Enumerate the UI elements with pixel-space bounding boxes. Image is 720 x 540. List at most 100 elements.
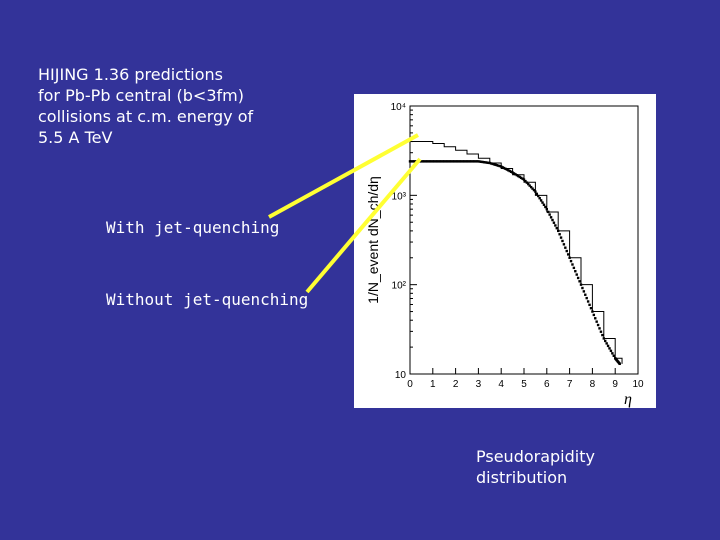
- series-without-jet-quenching-point: [542, 203, 546, 206]
- series-without-jet-quenching-point: [548, 213, 551, 216]
- series-without-jet-quenching-point: [477, 160, 480, 163]
- series-without-jet-quenching-point: [596, 323, 600, 327]
- series-without-jet-quenching-point: [595, 320, 598, 323]
- series-without-jet-quenching-point: [612, 354, 615, 357]
- series-without-jet-quenching-point: [497, 164, 500, 167]
- series-without-jet-quenching-point: [529, 185, 533, 189]
- series-without-jet-quenching-point: [561, 239, 564, 243]
- x-tick-label: 1: [430, 379, 436, 390]
- series-without-jet-quenching-point: [531, 187, 534, 190]
- series-without-jet-quenching-point: [464, 160, 467, 163]
- x-tick-label: 8: [590, 379, 596, 390]
- series-without-jet-quenching-point: [478, 160, 482, 163]
- series-without-jet-quenching-point: [460, 160, 463, 163]
- series-without-jet-quenching-point: [434, 160, 437, 163]
- series-without-jet-quenching-point: [601, 333, 604, 337]
- series-without-jet-quenching-point: [588, 303, 591, 307]
- series-without-jet-quenching-point: [492, 163, 496, 166]
- series-without-jet-quenching-point: [480, 160, 483, 163]
- series-without-jet-quenching-point: [430, 160, 433, 163]
- series-without-jet-quenching-point: [441, 160, 444, 163]
- series-without-jet-quenching-point: [518, 175, 521, 179]
- pseudorapidity-chart: 0 1 2 3 4 5 6 7 8 9 10 10 10² 10³ 10⁴ 1/N_event dN_ch/d…: [365, 102, 644, 408]
- series-without-jet-quenching-point: [488, 161, 491, 165]
- x-tick-label: 4: [498, 379, 504, 390]
- series-without-jet-quenching-point: [564, 246, 567, 249]
- x-tick-label: 5: [521, 379, 527, 390]
- with-jet-quenching-label: With jet-quenching: [106, 218, 280, 237]
- series-without-jet-quenching-point: [558, 233, 561, 236]
- series-without-jet-quenching-point: [482, 160, 486, 164]
- series-without-jet-quenching-point: [527, 182, 530, 186]
- series-without-jet-quenching-point: [438, 160, 442, 163]
- series-without-jet-quenching-point: [445, 160, 449, 163]
- series-without-jet-quenching-point: [544, 205, 547, 209]
- series-without-jet-quenching-point: [578, 280, 581, 283]
- series-without-jet-quenching-point: [585, 296, 588, 300]
- series-without-jet-quenching-point: [562, 243, 566, 246]
- series-without-jet-quenching-point: [618, 362, 621, 366]
- series-without-jet-quenching-point: [557, 229, 560, 233]
- series-without-jet-quenching-point: [598, 327, 601, 330]
- series-without-jet-quenching-point: [555, 226, 558, 230]
- series-without-jet-quenching-point: [440, 160, 443, 163]
- series-without-jet-quenching-point: [421, 160, 425, 163]
- chart-panel: 0 1 2 3 4 5 6 7 8 9 10 10 10² 10³ 10⁴ 1/N_event dN_ch/d…: [354, 94, 656, 408]
- series-without-jet-quenching-point: [538, 197, 541, 200]
- series-without-jet-quenching-point: [541, 201, 544, 204]
- series-without-jet-quenching-point: [599, 330, 603, 333]
- series-without-jet-quenching-point: [451, 160, 454, 163]
- series-without-jet-quenching-point: [470, 160, 473, 163]
- y-tick-label: 10⁴: [391, 102, 406, 113]
- series-without-jet-quenching-point: [515, 173, 519, 177]
- series-without-jet-quenching-point: [494, 163, 497, 166]
- y-axis-label: 1/N_event dN_ch/dη: [365, 176, 381, 304]
- series-without-jet-quenching-point: [491, 162, 494, 166]
- series-without-jet-quenching-point: [611, 352, 614, 355]
- series-without-jet-quenching-point: [498, 164, 501, 168]
- series-without-jet-quenching-point: [424, 160, 427, 163]
- series-without-jet-quenching-point: [433, 160, 436, 163]
- series-without-jet-quenching-point: [584, 293, 587, 296]
- series-without-jet-quenching-point: [592, 313, 596, 317]
- series-without-jet-quenching-point: [448, 160, 452, 163]
- series-without-jet-quenching-point: [517, 174, 520, 178]
- without-jet-quenching-label: Without jet-quenching: [106, 290, 309, 309]
- series-without-jet-quenching-point: [551, 218, 554, 222]
- series-without-jet-quenching-point: [481, 160, 484, 164]
- series-without-jet-quenching-point: [431, 160, 434, 163]
- x-tick-label: 3: [476, 379, 482, 390]
- series-without-jet-quenching-point: [589, 306, 593, 310]
- series-without-jet-quenching-point: [582, 290, 586, 293]
- series-without-jet-quenching-point: [427, 160, 430, 163]
- series-without-jet-quenching-point: [559, 236, 563, 239]
- series-without-jet-quenching-point: [512, 172, 516, 175]
- series-without-jet-quenching-point: [549, 216, 553, 219]
- series-without-jet-quenching-point: [547, 210, 550, 214]
- series-without-jet-quenching-point: [554, 224, 557, 227]
- series-without-jet-quenching-point: [458, 160, 462, 163]
- series-without-jet-quenching-point: [574, 270, 577, 273]
- series-without-jet-quenching-point: [487, 161, 490, 165]
- series-without-jet-quenching-point: [457, 160, 460, 163]
- series-without-jet-quenching-point: [576, 276, 580, 280]
- series-without-jet-quenching-point: [452, 160, 456, 163]
- series-without-jet-quenching-point: [514, 173, 517, 176]
- series-without-jet-quenching-point: [604, 339, 607, 343]
- series-without-jet-quenching-point: [454, 160, 457, 163]
- y-tick-label: 10²: [392, 281, 407, 292]
- x-tick-label: 7: [567, 379, 573, 390]
- series-without-jet-quenching-point: [569, 259, 573, 263]
- series-without-jet-quenching-point: [474, 160, 477, 163]
- series-without-jet-quenching-point: [522, 178, 526, 181]
- series-without-jet-quenching-point: [568, 256, 571, 259]
- series-without-jet-quenching-point: [500, 165, 503, 168]
- series-without-jet-quenching-point: [608, 347, 611, 350]
- series-without-jet-quenching-point: [472, 160, 476, 163]
- y-tick-label: 10: [395, 370, 407, 381]
- series-without-jet-quenching-point: [539, 199, 543, 202]
- series-without-jet-quenching-point: [609, 349, 613, 353]
- series-without-jet-quenching-point: [484, 161, 487, 164]
- series-without-jet-quenching-point: [444, 160, 447, 163]
- x-tick-label: 2: [453, 379, 459, 390]
